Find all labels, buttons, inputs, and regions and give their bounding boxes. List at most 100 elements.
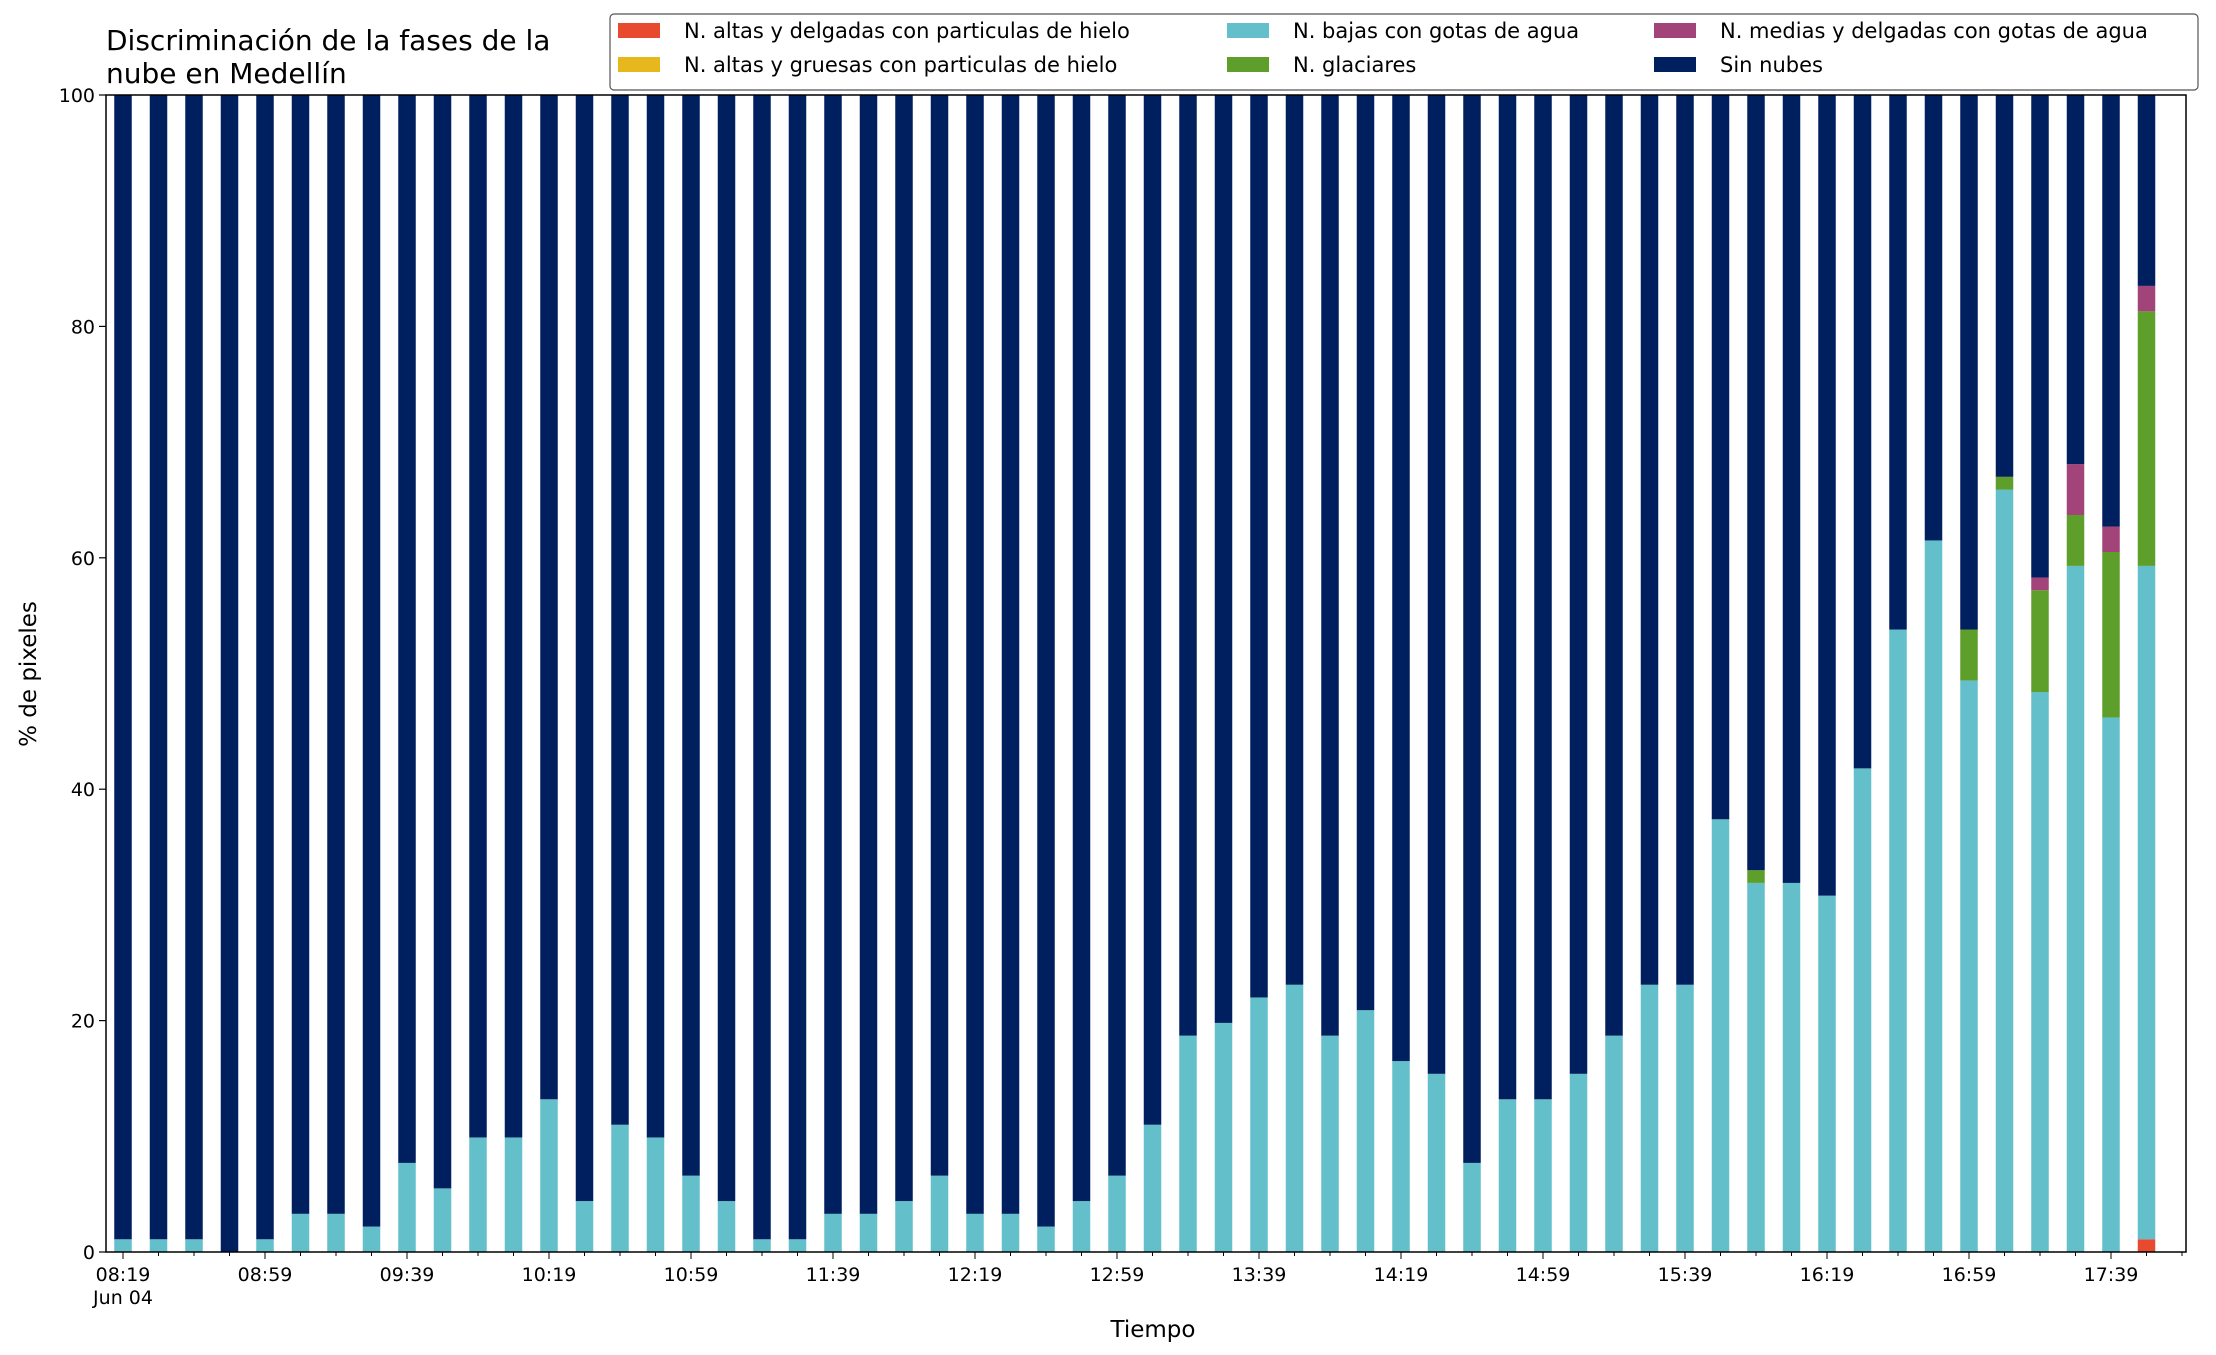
bar-segment-s5-41 [1569,95,1588,1074]
bar-segment-s2-24 [966,1213,984,1252]
bar-segment-s5-9 [433,95,452,1189]
bar-segment-s5-43 [1640,95,1659,985]
bar-segment-s5-13 [575,95,594,1202]
y-axis: 0 20 40 60 80 100 [59,85,106,1264]
bar-segment-s3-46 [1747,870,1765,883]
bar-segment-s5-57 [2137,95,2156,286]
bar-segment-s5-8 [398,95,416,1163]
bar-segment-s2-49 [1853,768,1872,1252]
x-tick-label-14: 17:39 [2084,1264,2139,1286]
x-tick-label-7: 12:59 [1090,1264,1145,1286]
bar-segment-s5-23 [930,95,949,1176]
x-tick-label-2: 09:39 [380,1264,435,1286]
y-tick-label-4: 80 [71,316,95,338]
legend-label-4: N. medias y delgadas con gotas de agua [1720,19,2148,43]
bar-segment-s5-53 [1995,95,2014,477]
bar-segment-s2-20 [824,1213,842,1252]
bar-segment-s2-32 [1250,997,1268,1252]
bar-segment-s4-56 [2102,526,2120,553]
bar-segment-s5-31 [1214,95,1233,1023]
bar-segment-s5-4 [256,95,274,1240]
bar-segment-s3-55 [2066,514,2085,566]
bar-segment-s2-14 [611,1124,629,1252]
bar-segment-s2-29 [1143,1124,1162,1252]
x-tick-label-1: 08:59 [238,1264,293,1286]
x-tick-label-9: 14:19 [1374,1264,1429,1286]
bar-segment-s4-57 [2137,285,2156,312]
bar-segment-s2-44 [1676,984,1694,1252]
bar-segment-s2-36 [1392,1061,1410,1252]
bar-segment-s5-42 [1605,95,1623,1036]
x-tick-label-6: 12:19 [948,1264,1003,1286]
bar-segment-s2-52 [1960,680,1978,1252]
bar-segment-s5-37 [1427,95,1446,1074]
legend-frame [609,13,2199,91]
y-tick-label-1: 20 [71,1011,95,1033]
bar-segment-s2-48 [1818,895,1836,1252]
bar-segment-s5-12 [540,95,558,1100]
legend-label-2: N. bajas con gotas de agua [1293,19,1579,43]
bar-segment-s2-27 [1072,1201,1091,1252]
plot-frame [105,94,2187,1253]
x-tick-label-3: 10:19 [522,1264,577,1286]
bar-segment-s2-50 [1889,629,1907,1252]
bar-segment-s5-47 [1782,95,1801,883]
legend-label-3: N. glaciares [1293,53,1416,77]
legend-label-0: N. altas y delgadas con particulas de hi… [684,19,1130,43]
bar-segment-s5-56 [2102,95,2120,527]
bar-segment-s5-2 [185,95,203,1240]
bar-segment-s5-14 [611,95,629,1125]
bar-segment-s5-38 [1463,95,1481,1163]
x-tick-label-4: 10:59 [664,1264,719,1286]
bar-segment-s5-49 [1853,95,1872,769]
bar-segment-s2-12 [540,1099,558,1252]
bar-segment-s2-19 [788,1239,807,1252]
bar-segment-s2-45 [1711,819,1730,1252]
bar-segment-s2-9 [433,1188,452,1252]
bar-segment-s5-19 [788,95,807,1240]
bar-segment-s2-10 [469,1137,487,1252]
bar-segment-s2-46 [1747,882,1765,1252]
bar-segment-s2-17 [717,1201,736,1252]
bar-segment-s2-34 [1321,1035,1339,1252]
bar-segment-s2-35 [1356,1010,1375,1252]
bar-segment-s2-30 [1179,1035,1197,1252]
bar-segment-s5-1 [149,95,168,1240]
bar-segment-s5-29 [1143,95,1162,1125]
bar-segment-s2-39 [1498,1099,1517,1252]
bar-segment-s2-38 [1463,1162,1481,1252]
bar-segment-s5-39 [1498,95,1517,1100]
bar-segment-s2-8 [398,1162,416,1252]
bar-segment-s5-44 [1676,95,1694,985]
bar-segment-s2-26 [1037,1226,1055,1252]
bar-segment-s2-53 [1995,489,2014,1252]
legend-label-5: Sin nubes [1720,53,1823,77]
bar-segment-s5-21 [859,95,878,1214]
x-tick-label-12: 16:19 [1800,1264,1855,1286]
bar-segment-s2-41 [1569,1073,1588,1252]
legend-label-1: N. altas y gruesas con particulas de hie… [684,53,1117,77]
bar-segment-s3-52 [1960,629,1978,681]
bar-segment-s5-24 [966,95,984,1214]
bar-segment-s2-47 [1782,882,1801,1252]
bar-segment-s5-30 [1179,95,1197,1036]
bar-segment-s2-6 [327,1213,345,1252]
x-tick-label-0: 08:19 [96,1264,151,1286]
bars [114,95,2156,1252]
bar-segment-s2-18 [753,1239,771,1252]
bar-segment-s5-34 [1321,95,1339,1036]
bar-segment-s2-4 [256,1239,274,1252]
bar-segment-s5-36 [1392,95,1410,1062]
bar-segment-s2-37 [1427,1073,1446,1252]
x-tick-label-8: 13:39 [1232,1264,1287,1286]
y-tick-label-3: 60 [71,548,95,570]
bar-segment-s5-33 [1285,95,1304,985]
bar-segment-s2-5 [291,1213,310,1252]
bar-segment-s2-21 [859,1213,878,1252]
bar-segment-s2-11 [504,1137,523,1252]
bar-segment-s5-48 [1818,95,1836,896]
chart-title-line-2: nube en Medellín [106,57,347,90]
bar-segment-s5-27 [1072,95,1091,1202]
y-tick-label-2: 40 [71,779,95,801]
